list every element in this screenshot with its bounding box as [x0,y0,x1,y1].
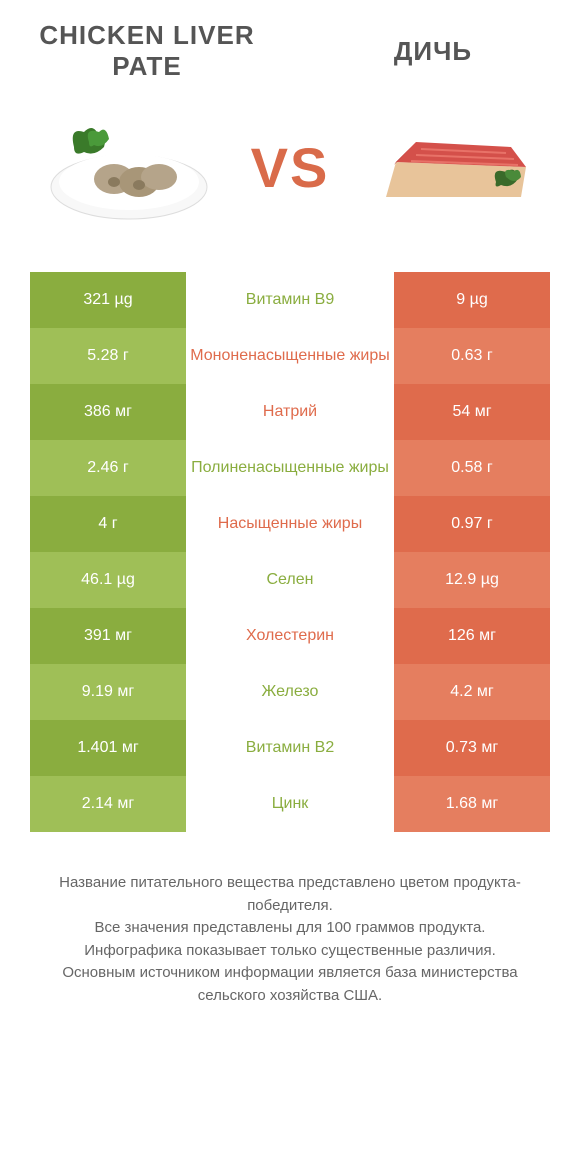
cell-left: 9.19 мг [30,664,186,720]
cell-mid: Витамин B9 [186,272,394,328]
cell-right: 9 µg [394,272,550,328]
cell-left: 2.46 г [30,440,186,496]
cell-right: 0.97 г [394,496,550,552]
title-left: CHICKEN LIVER PATE [30,20,264,82]
vs-label: VS [251,135,330,200]
header-row: CHICKEN LIVER PATE ДИЧЬ [30,20,550,82]
cell-left: 386 мг [30,384,186,440]
table-row: 321 µg Витамин B9 9 µg [30,272,550,328]
cell-left: 1.401 мг [30,720,186,776]
table-row: 1.401 мг Витамин B2 0.73 мг [30,720,550,776]
cell-mid: Насыщенные жиры [186,496,394,552]
table-row: 9.19 мг Железо 4.2 мг [30,664,550,720]
cell-mid: Натрий [186,384,394,440]
cell-left: 46.1 µg [30,552,186,608]
cell-mid: Витамин B2 [186,720,394,776]
footer-line: Название питательного вещества представл… [40,872,540,917]
cell-left: 2.14 мг [30,776,186,832]
cell-mid: Цинк [186,776,394,832]
cell-left: 321 µg [30,272,186,328]
footer-line: Инфографика показывает только существенн… [40,940,540,963]
cell-mid: Полиненасыщенные жиры [186,440,394,496]
nutrition-table: 321 µg Витамин B9 9 µg 5.28 г Мононенасы… [30,272,550,832]
cell-mid: Железо [186,664,394,720]
cell-mid: Холестерин [186,608,394,664]
cell-right: 0.73 мг [394,720,550,776]
cell-left: 5.28 г [30,328,186,384]
cell-right: 0.63 г [394,328,550,384]
cell-left: 4 г [30,496,186,552]
infographic-container: CHICKEN LIVER PATE ДИЧЬ VS [0,0,580,1027]
cell-right: 0.58 г [394,440,550,496]
table-row: 2.46 г Полиненасыщенные жиры 0.58 г [30,440,550,496]
images-row: VS [30,92,550,242]
cell-right: 1.68 мг [394,776,550,832]
table-row: 5.28 г Мононенасыщенные жиры 0.63 г [30,328,550,384]
image-right [352,97,550,237]
title-right: ДИЧЬ [316,36,550,67]
table-row: 4 г Насыщенные жиры 0.97 г [30,496,550,552]
cell-right: 4.2 мг [394,664,550,720]
cell-right: 12.9 µg [394,552,550,608]
table-row: 386 мг Натрий 54 мг [30,384,550,440]
cell-right: 54 мг [394,384,550,440]
footer-line: Все значения представлены для 100 граммо… [40,917,540,940]
footer-text: Название питательного вещества представл… [30,872,550,1007]
cell-mid: Селен [186,552,394,608]
cell-mid: Мононенасыщенные жиры [186,328,394,384]
cell-right: 126 мг [394,608,550,664]
table-row: 391 мг Холестерин 126 мг [30,608,550,664]
table-row: 46.1 µg Селен 12.9 µg [30,552,550,608]
image-left [30,97,228,237]
table-row: 2.14 мг Цинк 1.68 мг [30,776,550,832]
cell-left: 391 мг [30,608,186,664]
footer-line: Основным источником информации является … [40,962,540,1007]
